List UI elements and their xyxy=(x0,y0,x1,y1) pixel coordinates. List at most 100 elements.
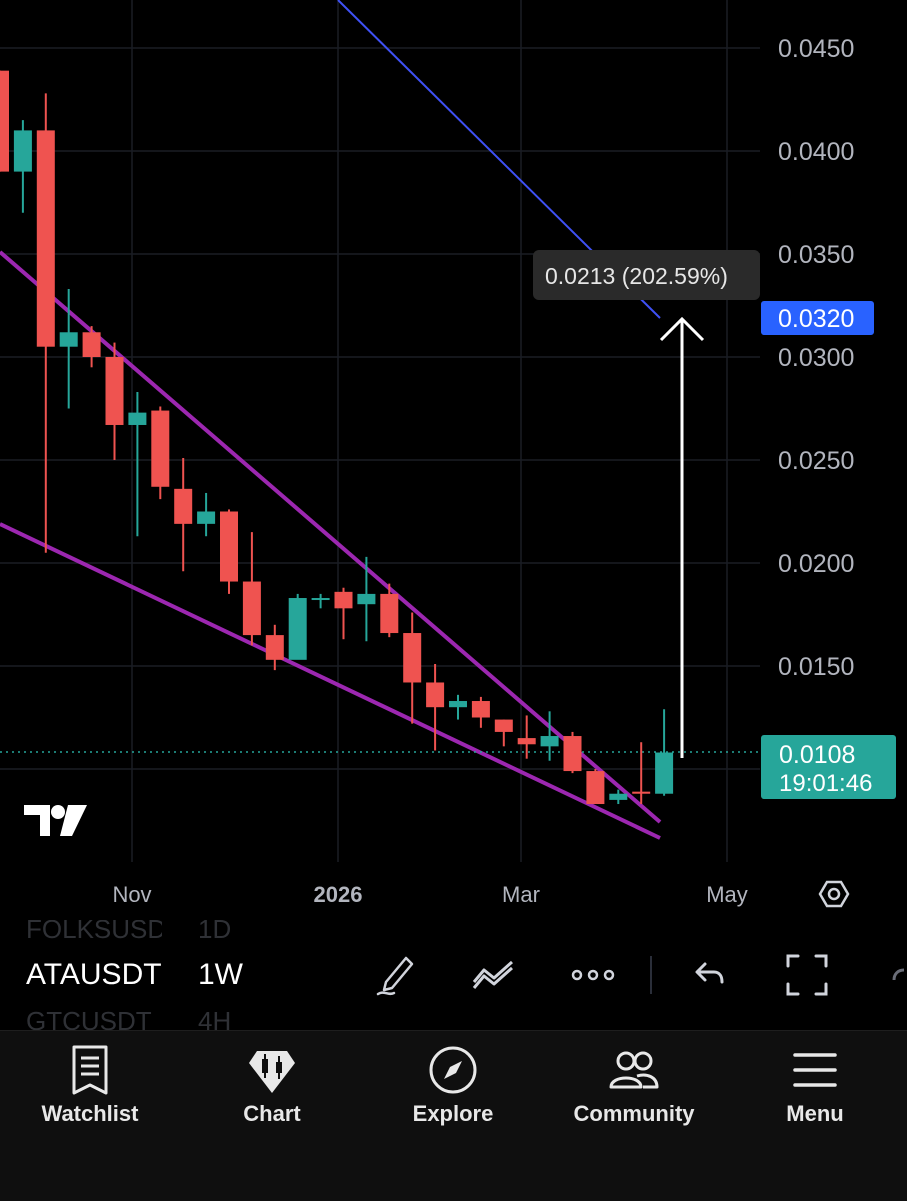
candle xyxy=(174,457,193,572)
chart-toolbar: FOLKSUSDT 1D ATAUSDT 1W GTCUSDT 4H xyxy=(0,920,907,1030)
fullscreen-icon[interactable] xyxy=(784,952,830,998)
candle-body xyxy=(151,410,170,487)
candle-body xyxy=(82,332,101,357)
y-tick-label: 0.0200 xyxy=(778,550,854,578)
candle xyxy=(288,593,307,660)
nav-watchlist[interactable]: Watchlist xyxy=(0,1043,180,1127)
interval-previous: 1D xyxy=(198,920,232,944)
hamburger-menu-icon xyxy=(793,1053,837,1087)
candle xyxy=(36,93,55,553)
bar-countdown: 19:01:46 xyxy=(779,770,872,797)
candle-body xyxy=(449,701,467,708)
more-options-icon[interactable] xyxy=(570,952,616,998)
nav-community-label: Community xyxy=(573,1101,695,1126)
nav-chart[interactable]: Chart xyxy=(182,1043,362,1127)
candle-body xyxy=(36,130,55,347)
measure-arrow xyxy=(659,316,705,758)
toolbar-divider xyxy=(650,956,652,994)
candle xyxy=(403,612,422,724)
x-tick-label: Nov xyxy=(112,882,151,907)
candle-body xyxy=(357,593,376,605)
nav-chart-label: Chart xyxy=(243,1101,301,1126)
measure-label: 0.0213 (202.59%) xyxy=(545,263,728,289)
nav-community[interactable]: Community xyxy=(544,1043,724,1127)
candle xyxy=(609,789,628,805)
candle xyxy=(311,593,330,609)
compass-icon xyxy=(429,1046,477,1094)
candle xyxy=(632,742,651,805)
candle-body xyxy=(655,752,674,794)
y-tick-label: 0.0250 xyxy=(778,447,854,475)
candle xyxy=(655,709,674,796)
candles xyxy=(0,70,674,805)
candle-body xyxy=(59,332,78,347)
drawing-pen-icon[interactable] xyxy=(374,952,420,998)
current-price-value: 0.0108 xyxy=(779,741,855,769)
community-icon xyxy=(609,1051,659,1089)
symbol-previous: FOLKSUSDT xyxy=(26,920,162,944)
symbol-name[interactable]: ATAUSDT xyxy=(26,958,162,991)
time-axis[interactable]: Nov 2026 Mar May xyxy=(112,882,747,907)
symbol-next: GTCUSDT xyxy=(26,1006,152,1030)
candle-body xyxy=(426,682,445,708)
candle-body xyxy=(311,598,330,601)
candle xyxy=(586,769,605,805)
candle xyxy=(540,711,559,761)
undo-icon[interactable] xyxy=(686,952,732,998)
y-tick-label: 0.0150 xyxy=(778,653,854,681)
watchlist-icon xyxy=(72,1045,108,1095)
candle xyxy=(471,696,490,728)
nav-menu-label: Menu xyxy=(786,1101,844,1126)
candle-body xyxy=(242,581,261,636)
candle-body xyxy=(105,357,124,425)
candle xyxy=(265,624,284,671)
nav-menu[interactable]: Menu xyxy=(725,1043,905,1127)
redo-icon[interactable] xyxy=(888,952,907,998)
symbol-row-next[interactable]: GTCUSDT 4H xyxy=(26,1006,231,1030)
candle-body xyxy=(403,633,422,683)
symbol-row-current[interactable]: ATAUSDT 1W xyxy=(26,958,243,992)
y-tick-label: 0.0350 xyxy=(778,241,854,269)
target-price-value: 0.0320 xyxy=(778,305,854,333)
candle-body xyxy=(220,511,238,582)
current-price-badge: 0.0108 19:01:46 xyxy=(761,735,896,799)
candle xyxy=(197,492,216,537)
chart-settings-icon[interactable] xyxy=(818,880,850,908)
tradingview-logo xyxy=(24,805,87,836)
chart-icon xyxy=(249,1051,295,1093)
wedge-lower-line xyxy=(0,522,661,840)
candle-body xyxy=(174,488,193,524)
candle xyxy=(220,509,238,594)
interval-next: 4H xyxy=(198,1006,232,1030)
nav-explore[interactable]: Explore xyxy=(363,1043,543,1127)
x-tick-label: May xyxy=(706,882,748,907)
candle xyxy=(449,694,467,720)
price-axis[interactable]: 0.0450 0.0400 0.0350 0.0300 0.0250 0.0200 0.01… xyxy=(778,35,854,681)
interval-selector[interactable]: 1W xyxy=(198,958,243,991)
candle-body xyxy=(334,591,353,609)
x-tick-label: Mar xyxy=(502,882,540,907)
candle-body xyxy=(563,736,582,772)
price-chart[interactable]: 0.0213 (202.59%) 0.0450 0.0400 0.0350 0.030… xyxy=(0,0,907,920)
candle xyxy=(105,342,124,460)
target-price-badge: 0.0320 xyxy=(761,301,874,335)
candle-body xyxy=(128,412,147,425)
candle-body xyxy=(380,593,399,634)
candle xyxy=(0,70,9,172)
candle-body xyxy=(517,738,536,745)
candle-body xyxy=(632,791,651,794)
symbol-row-previous[interactable]: FOLKSUSDT 1D xyxy=(26,920,231,945)
nav-explore-label: Explore xyxy=(412,1101,494,1126)
candle-body xyxy=(471,701,490,718)
candle xyxy=(128,392,147,537)
candle xyxy=(357,556,376,642)
chart-grid xyxy=(0,0,760,862)
candle-body xyxy=(288,598,307,660)
candle-body xyxy=(265,635,284,660)
candle-body xyxy=(0,70,9,172)
nav-watchlist-label: Watchlist xyxy=(41,1101,139,1126)
candle-body xyxy=(609,793,628,800)
trendline-tool-icon[interactable] xyxy=(470,952,516,998)
candle xyxy=(59,289,78,409)
candle xyxy=(82,326,101,368)
